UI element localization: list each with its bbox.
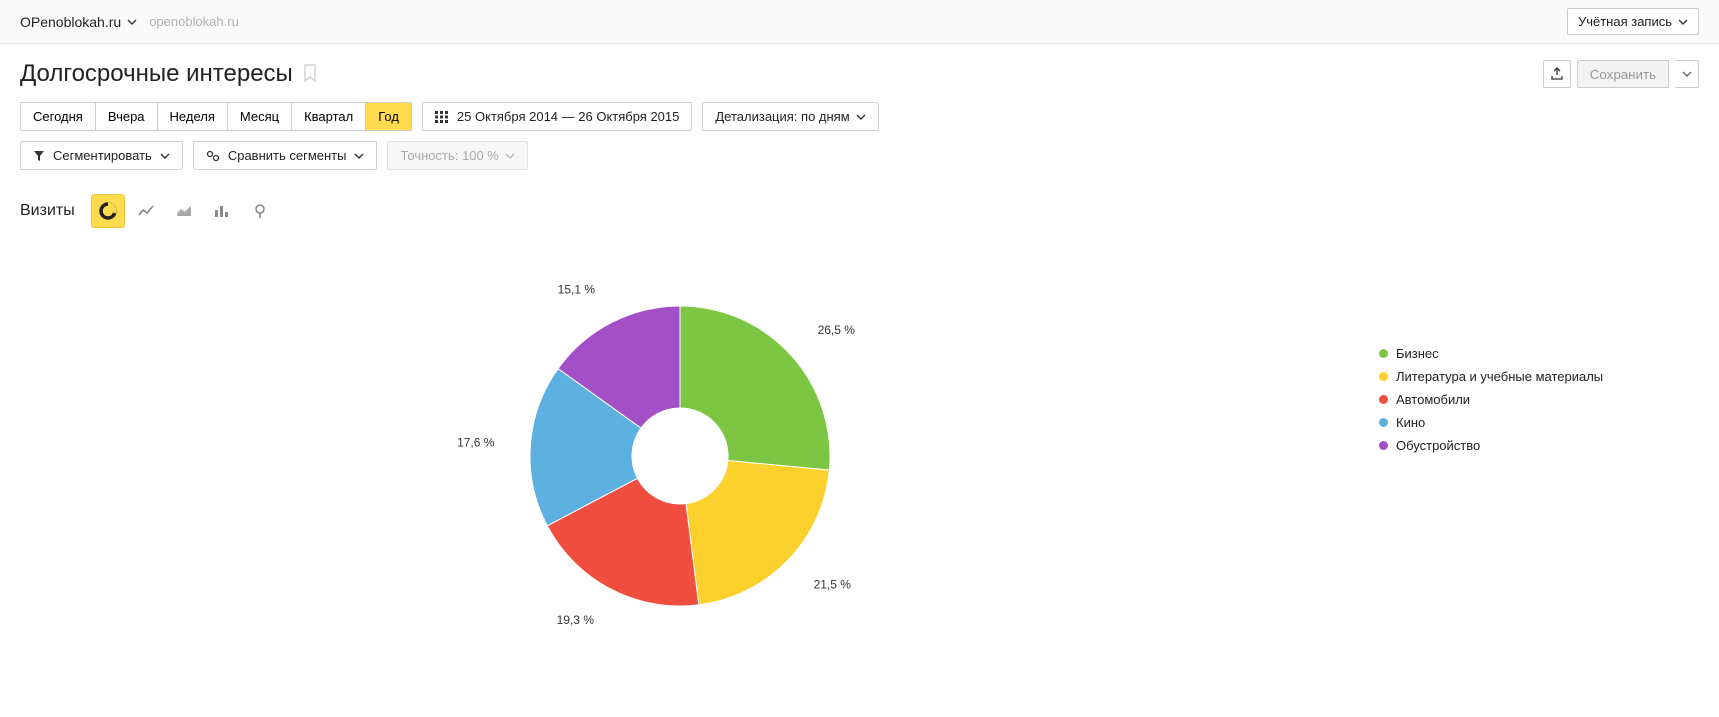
legend-item[interactable]: Обустройство bbox=[1379, 438, 1699, 453]
donut-slice[interactable] bbox=[686, 461, 829, 605]
legend-item[interactable]: Кино bbox=[1379, 415, 1699, 430]
donut-slice[interactable] bbox=[680, 306, 830, 470]
chevron-down-icon bbox=[160, 153, 170, 159]
export-button[interactable] bbox=[1543, 60, 1571, 88]
viz-label: Визиты bbox=[20, 202, 75, 220]
slice-label: 17,6 % bbox=[457, 435, 495, 449]
segment-button[interactable]: Сегментировать bbox=[20, 141, 183, 170]
area-icon bbox=[175, 202, 193, 220]
chevron-down-icon bbox=[1682, 71, 1692, 77]
slice-label: 26,5 % bbox=[817, 323, 855, 337]
site-domain: openoblokah.ru bbox=[149, 14, 239, 29]
page-content: Долгосрочные интересы Сохранить СегодняВ… bbox=[0, 44, 1719, 696]
chevron-down-icon bbox=[127, 19, 137, 25]
legend: Бизнес Литература и учебные материалы Авто… bbox=[1379, 236, 1699, 461]
legend-label: Литература и учебные материалы bbox=[1396, 369, 1603, 384]
compare-icon bbox=[206, 150, 220, 162]
viz-bar-button[interactable] bbox=[205, 194, 239, 228]
chevron-down-icon bbox=[354, 153, 364, 159]
donut-chart: 26,5 % 21,5 % 19,3 % 17,6 % 15,1 % bbox=[420, 256, 980, 656]
viz-group bbox=[91, 194, 277, 228]
controls-row-2: Сегментировать Сравнить сегменты Точност… bbox=[20, 141, 1699, 170]
segment-label: Сегментировать bbox=[53, 148, 152, 163]
save-chevron-button[interactable] bbox=[1675, 60, 1699, 88]
account-button[interactable]: Учётная запись bbox=[1567, 8, 1699, 35]
filter-icon bbox=[33, 150, 45, 162]
chevron-down-icon bbox=[856, 114, 866, 120]
slice-label: 19,3 % bbox=[556, 613, 594, 627]
slice-label: 15,1 % bbox=[557, 283, 595, 297]
compare-label: Сравнить сегменты bbox=[228, 148, 347, 163]
map-pin-icon bbox=[251, 202, 269, 220]
chevron-down-icon bbox=[1678, 19, 1688, 25]
legend-dot bbox=[1379, 349, 1388, 358]
title-left: Долгосрочные интересы bbox=[20, 60, 317, 88]
viz-pie-button[interactable] bbox=[91, 194, 125, 228]
legend-dot bbox=[1379, 372, 1388, 381]
legend-label: Обустройство bbox=[1396, 438, 1480, 453]
legend-item[interactable]: Автомобили bbox=[1379, 392, 1699, 407]
account-label: Учётная запись bbox=[1578, 14, 1672, 29]
period-button[interactable]: Сегодня bbox=[21, 103, 96, 130]
viz-area-button[interactable] bbox=[167, 194, 201, 228]
legend-item[interactable]: Литература и учебные материалы bbox=[1379, 369, 1699, 384]
detail-label: Детализация: по дням bbox=[715, 109, 849, 124]
controls-row-1: СегодняВчераНеделяМесяцКварталГод 25 Окт… bbox=[20, 102, 1699, 131]
export-icon bbox=[1550, 67, 1564, 81]
period-button[interactable]: Неделя bbox=[158, 103, 228, 130]
title-actions: Сохранить bbox=[1543, 60, 1699, 88]
legend-dot bbox=[1379, 441, 1388, 450]
viz-line-button[interactable] bbox=[129, 194, 163, 228]
chart-area: 26,5 % 21,5 % 19,3 % 17,6 % 15,1 % Бизнес Лит… bbox=[20, 236, 1699, 656]
precision-label: Точность: 100 % bbox=[400, 148, 498, 163]
slice-label: 21,5 % bbox=[813, 578, 851, 592]
site-name: OPenoblokah.ru bbox=[20, 14, 121, 30]
legend-dot bbox=[1379, 395, 1388, 404]
pie-icon bbox=[99, 202, 117, 220]
legend-label: Автомобили bbox=[1396, 392, 1470, 407]
line-icon bbox=[137, 202, 155, 220]
period-button[interactable]: Вчера bbox=[96, 103, 158, 130]
precision-indicator: Точность: 100 % bbox=[387, 141, 527, 170]
legend-label: Кино bbox=[1396, 415, 1425, 430]
viz-row: Визиты bbox=[20, 194, 1699, 228]
bar-icon bbox=[213, 202, 231, 220]
period-group: СегодняВчераНеделяМесяцКварталГод bbox=[20, 102, 412, 131]
legend-label: Бизнес bbox=[1396, 346, 1439, 361]
chart-holder: 26,5 % 21,5 % 19,3 % 17,6 % 15,1 % bbox=[20, 236, 1379, 656]
bookmark-icon[interactable] bbox=[303, 64, 317, 85]
topbar-left: OPenoblokah.ru openoblokah.ru bbox=[20, 14, 239, 30]
page-title: Долгосрочные интересы bbox=[20, 60, 293, 88]
chevron-down-icon bbox=[505, 153, 515, 159]
legend-item[interactable]: Бизнес bbox=[1379, 346, 1699, 361]
calendar-icon bbox=[435, 111, 449, 123]
date-range-text: 25 Октября 2014 — 26 Октября 2015 bbox=[457, 109, 679, 124]
viz-map-button[interactable] bbox=[243, 194, 277, 228]
topbar: OPenoblokah.ru openoblokah.ru Учётная за… bbox=[0, 0, 1719, 44]
period-button[interactable]: Месяц bbox=[228, 103, 292, 130]
period-button[interactable]: Год bbox=[366, 103, 411, 130]
period-button[interactable]: Квартал bbox=[292, 103, 366, 130]
legend-dot bbox=[1379, 418, 1388, 427]
title-row: Долгосрочные интересы Сохранить bbox=[20, 60, 1699, 88]
detail-selector[interactable]: Детализация: по дням bbox=[702, 102, 878, 131]
site-selector[interactable]: OPenoblokah.ru bbox=[20, 14, 137, 30]
save-button[interactable]: Сохранить bbox=[1577, 60, 1669, 88]
date-range-selector[interactable]: 25 Октября 2014 — 26 Октября 2015 bbox=[422, 102, 692, 131]
compare-button[interactable]: Сравнить сегменты bbox=[193, 141, 378, 170]
